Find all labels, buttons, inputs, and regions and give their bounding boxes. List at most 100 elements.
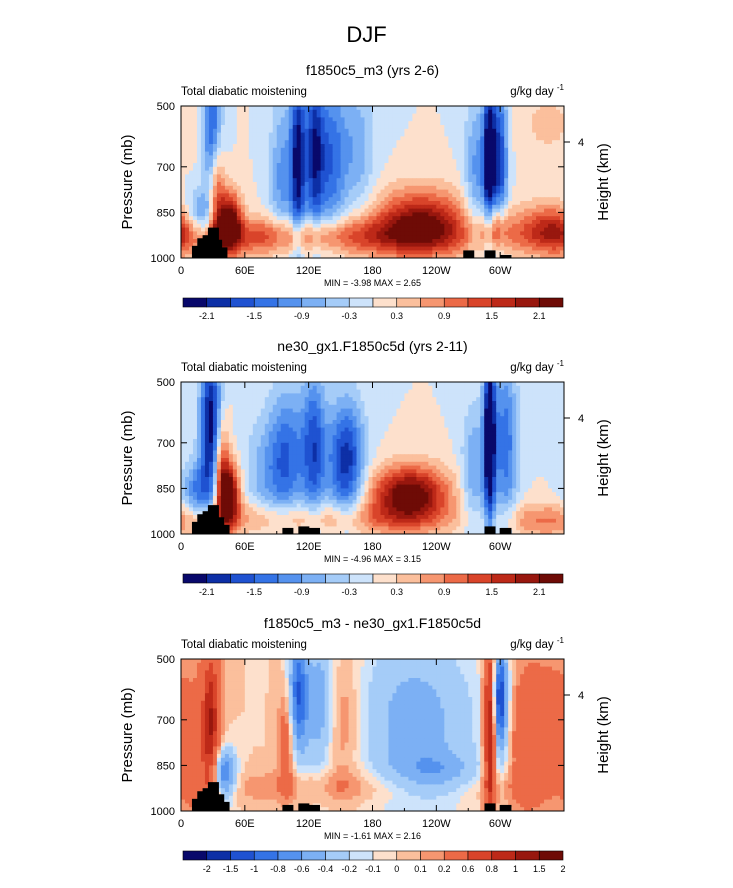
heatmap-cell [428, 174, 433, 179]
heatmap-cell [540, 109, 545, 114]
heatmap-cell [264, 420, 270, 425]
heatmap-cell [352, 182, 357, 187]
heatmap-cell [544, 125, 549, 130]
heatmap-cell [348, 132, 353, 137]
heatmap-cell [488, 155, 493, 160]
heatmap-cell [224, 121, 230, 126]
heatmap-cell [368, 382, 373, 387]
heatmap-cell [284, 193, 290, 198]
heatmap-cell [396, 227, 401, 232]
heatmap-cell [348, 185, 353, 190]
heatmap-cell [336, 239, 341, 244]
heatmap-cell [328, 132, 333, 137]
heatmap-cell [240, 178, 246, 183]
heatmap-cell [288, 382, 294, 387]
heatmap-cell [548, 254, 553, 259]
heatmap-cell [380, 144, 385, 149]
heatmap-cell [524, 223, 529, 228]
heatmap-cell [508, 404, 513, 409]
heatmap-cell [508, 412, 513, 417]
heatmap-cell [244, 189, 250, 194]
heatmap-cell [408, 132, 413, 137]
heatmap-cell [248, 212, 254, 217]
heatmap-cell [384, 254, 389, 259]
heatmap-cell [204, 125, 210, 130]
heatmap-cell [316, 163, 322, 168]
heatmap-cell [392, 144, 397, 149]
heatmap-cell [192, 404, 198, 409]
heatmap-cell [552, 170, 557, 175]
heatmap-cell [364, 125, 369, 130]
heatmap-cell [184, 227, 190, 232]
heatmap-cell [380, 140, 385, 145]
heatmap-cell [352, 174, 357, 179]
heatmap-cell [556, 174, 561, 179]
heatmap-cell [360, 147, 365, 152]
heatmap-cell [528, 212, 533, 217]
heatmap-cell [536, 401, 541, 406]
heatmap-cell [424, 140, 429, 145]
heatmap-cell [420, 204, 425, 209]
heatmap-cell [292, 140, 298, 145]
heatmap-cell [412, 128, 417, 133]
heatmap-cell [508, 204, 513, 209]
heatmap-cell [200, 132, 206, 137]
heatmap-cell [356, 220, 361, 225]
heatmap-cell [332, 147, 337, 152]
heatmap-cell [456, 201, 461, 206]
heatmap-cell [452, 208, 457, 213]
heatmap-cell [256, 393, 262, 398]
heatmap-cell [388, 197, 393, 202]
heatmap-cell [476, 140, 481, 145]
heatmap-cell [492, 227, 497, 232]
heatmap-cell [252, 220, 258, 225]
heatmap-cell [528, 121, 533, 126]
heatmap-cell [412, 109, 417, 114]
heatmap-cell [356, 128, 361, 133]
heatmap-cell [512, 113, 517, 118]
heatmap-cell [436, 208, 441, 213]
heatmap-cell [292, 155, 298, 160]
heatmap-cell [308, 420, 314, 425]
heatmap-cell [252, 239, 258, 244]
heatmap-cell [336, 420, 341, 425]
heatmap-cell [376, 408, 381, 413]
heatmap-cell [492, 204, 497, 209]
heatmap-cell [344, 197, 349, 202]
heatmap-cell [432, 140, 437, 145]
heatmap-cell [552, 140, 557, 145]
heatmap-cell [484, 227, 489, 232]
heatmap-cell [428, 197, 433, 202]
heatmap-cell [400, 382, 405, 387]
heatmap-cell [456, 174, 461, 179]
heatmap-cell [212, 121, 218, 126]
heatmap-cell [536, 125, 541, 130]
heatmap-cell [268, 106, 274, 111]
heatmap-cell [212, 140, 218, 145]
heatmap-cell [468, 144, 473, 149]
heatmap-cell [416, 208, 421, 213]
heatmap-cell [384, 106, 389, 111]
heatmap-cell [208, 151, 214, 156]
heatmap-cell [308, 132, 314, 137]
heatmap-cell [188, 408, 194, 413]
heatmap-cell [528, 204, 533, 209]
heatmap-cell [552, 382, 557, 387]
heatmap-cell [252, 223, 258, 228]
heatmap-cell [556, 201, 561, 206]
heatmap-cell [432, 193, 437, 198]
heatmap-cell [336, 382, 341, 387]
heatmap-cell [256, 242, 262, 247]
heatmap-cell [356, 147, 361, 152]
heatmap-cell [192, 182, 198, 187]
heatmap-cell [224, 227, 230, 232]
heatmap-cell [248, 208, 254, 213]
heatmap-cell [300, 144, 306, 149]
heatmap-cell [548, 121, 553, 126]
heatmap-cell [552, 250, 557, 255]
heatmap-cell [240, 125, 246, 130]
heatmap-cell [524, 212, 529, 217]
heatmap-cell [444, 201, 449, 206]
heatmap-cell [356, 412, 361, 417]
heatmap-cell [364, 382, 369, 387]
